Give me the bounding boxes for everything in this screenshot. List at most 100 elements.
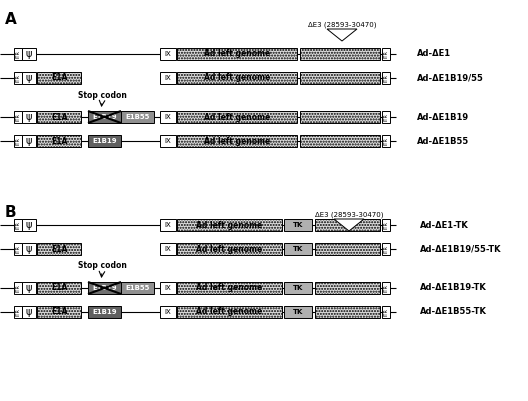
Bar [284,282,312,294]
Bar [284,306,312,318]
Text: Ad left genome: Ad left genome [204,113,270,122]
Bar [382,219,390,231]
Bar [88,306,121,318]
Bar [160,243,176,255]
Bar [22,306,36,318]
Text: ITR: ITR [383,74,389,82]
Bar [88,282,121,294]
Text: IX: IX [165,51,172,57]
Text: ΔE3 (28593-30470): ΔE3 (28593-30470) [315,211,383,218]
Bar [382,306,390,318]
Text: TK: TK [293,285,303,291]
Polygon shape [327,29,357,41]
Bar [37,243,81,255]
Bar [300,72,380,84]
Text: Ad left genome: Ad left genome [196,245,262,253]
Bar [177,48,297,60]
Text: Ad-ΔE1B19-TK: Ad-ΔE1B19-TK [420,284,487,292]
Bar [37,72,81,84]
Bar [14,306,22,318]
Bar [121,282,154,294]
Text: IX: IX [165,285,172,291]
Bar [14,111,22,123]
Text: Ad-ΔE1: Ad-ΔE1 [417,49,451,59]
Text: IX: IX [165,75,172,81]
Bar [382,48,390,60]
Text: E1B19: E1B19 [92,138,117,144]
Bar [284,243,312,255]
Text: IX: IX [165,114,172,120]
Text: ΔE3 (28593-30470): ΔE3 (28593-30470) [308,22,376,28]
Text: ψ: ψ [26,49,32,59]
Text: ITR: ITR [15,308,21,316]
Text: ITR: ITR [383,113,389,121]
Bar [22,135,36,147]
Bar [315,282,380,294]
Bar [22,243,36,255]
Text: E1B19: E1B19 [92,285,117,291]
Text: ψ: ψ [26,307,32,317]
Text: TK: TK [293,222,303,228]
Text: Ad left genome: Ad left genome [204,73,270,83]
Bar [160,48,176,60]
Bar [177,306,282,318]
Bar [382,135,390,147]
Text: ITR: ITR [15,74,21,82]
Text: ψ: ψ [26,112,32,122]
Bar [315,219,380,231]
Bar [300,135,380,147]
Bar [300,111,380,123]
Bar [37,282,81,294]
Text: Ad-ΔE1B19/55: Ad-ΔE1B19/55 [417,73,484,83]
Text: Ad-ΔE1B55-TK: Ad-ΔE1B55-TK [420,308,487,316]
Bar [177,135,297,147]
Bar [315,306,380,318]
Text: E1A: E1A [51,113,67,122]
Text: Stop codon: Stop codon [78,91,126,100]
Bar [160,306,176,318]
Bar [177,219,282,231]
Text: ψ: ψ [26,244,32,254]
Text: E1B55: E1B55 [125,114,149,120]
Bar [88,135,121,147]
Bar [37,111,81,123]
Text: ITR: ITR [383,308,389,316]
Text: Ad-ΔE1-TK: Ad-ΔE1-TK [420,221,469,229]
Bar [22,48,36,60]
Bar [22,282,36,294]
Bar [382,111,390,123]
Text: IX: IX [165,138,172,144]
Text: ITR: ITR [383,50,389,58]
Polygon shape [334,219,364,231]
Text: ITR: ITR [15,284,21,292]
Text: ITR: ITR [15,221,21,229]
Bar [315,243,380,255]
Text: E1A: E1A [51,73,67,83]
Bar [177,243,282,255]
Bar [121,111,154,123]
Bar [160,135,176,147]
Bar [160,72,176,84]
Bar [177,282,282,294]
Text: IX: IX [165,309,172,315]
Bar [22,72,36,84]
Text: E1B55: E1B55 [125,285,149,291]
Text: Ad-ΔE1B19: Ad-ΔE1B19 [417,113,469,122]
Bar [14,282,22,294]
Bar [382,243,390,255]
Text: ITR: ITR [383,284,389,292]
Bar [284,219,312,231]
Text: ITR: ITR [15,50,21,58]
Bar [22,111,36,123]
Text: E1B19: E1B19 [92,309,117,315]
Bar [14,243,22,255]
Bar [160,219,176,231]
Text: ψ: ψ [26,136,32,146]
Text: Stop codon: Stop codon [78,261,126,270]
Text: ITR: ITR [383,245,389,253]
Text: Ad left genome: Ad left genome [196,284,262,292]
Text: E1A: E1A [51,136,67,146]
Text: ITR: ITR [15,245,21,253]
Text: ψ: ψ [26,283,32,293]
Text: E1A: E1A [51,245,67,253]
